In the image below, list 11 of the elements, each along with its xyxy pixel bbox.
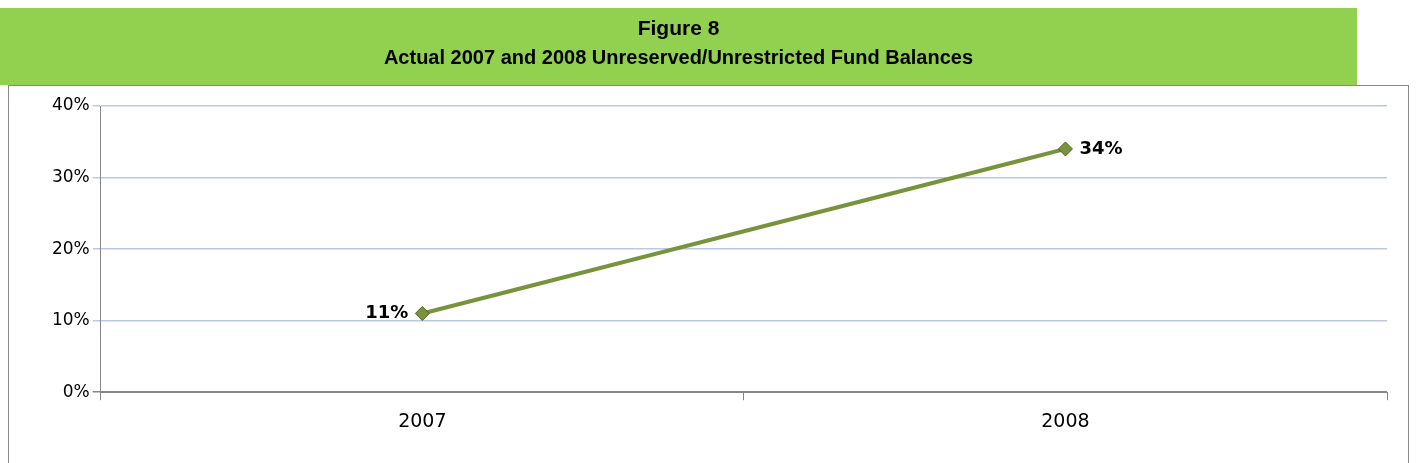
y-tick-label: 20% (51, 237, 90, 258)
chart-subtitle: Actual 2007 and 2008 Unreserved/Unrestricted Fund Balances (382, 45, 975, 70)
data-label: 11% (365, 301, 409, 323)
y-tick-label: 40% (51, 94, 90, 115)
x-tick-label: 2007 (398, 408, 447, 431)
x-tick-label: 2008 (1041, 408, 1090, 431)
y-tick-label: 30% (51, 165, 90, 186)
y-tick-label: 0% (62, 380, 90, 401)
data-label: 34% (1079, 136, 1123, 158)
y-tick-label: 10% (51, 309, 90, 330)
chart-title: Figure 8 (636, 15, 721, 41)
